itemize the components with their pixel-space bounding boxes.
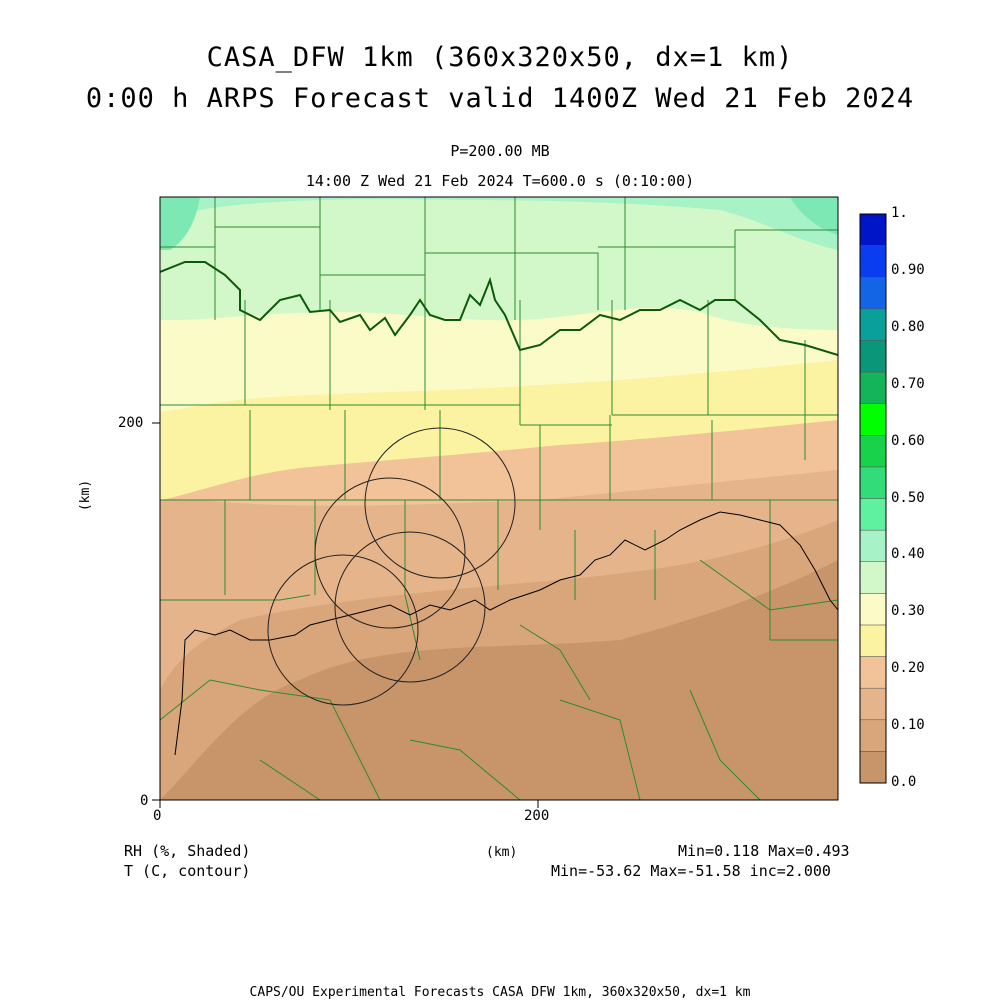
x-tick-label-0: 0	[153, 808, 162, 824]
radar-ring	[267, 554, 419, 706]
state-border-line	[160, 261, 838, 356]
colorbar-segment	[859, 593, 887, 626]
colorbar-segment	[859, 466, 887, 499]
colorbar-segment	[859, 498, 887, 531]
county-borders	[160, 197, 838, 800]
y-axis-unit: (km)	[78, 479, 94, 512]
colorbar-label: 0.30	[891, 603, 925, 620]
colorbar-segment	[859, 656, 887, 689]
contour-field-stats: Min=-53.62 Max=-51.58 inc=2.000	[551, 862, 831, 880]
radar-ring	[334, 531, 486, 683]
colorbar-segment	[859, 561, 887, 594]
colorbar-segment	[859, 751, 887, 784]
valid-time: 14:00 Z Wed 21 Feb 2024 T=600.0 s (0:10:…	[305, 172, 695, 190]
shaded-field-stats: Min=0.118 Max=0.493	[678, 842, 850, 860]
shaded-field-label: RH (%, Shaded)	[124, 842, 251, 860]
colorbar-label: 0.60	[891, 432, 925, 449]
radar-ring	[364, 427, 516, 579]
colorbar-label: 0.80	[891, 318, 925, 335]
title-line-2: 0:00 h ARPS Forecast valid 1400Z Wed 21 …	[85, 83, 915, 114]
colorbar-segment	[859, 245, 887, 278]
river-line	[174, 511, 838, 756]
radar-rings	[267, 427, 516, 706]
colorbar-segment	[859, 340, 887, 373]
colorbar	[859, 213, 887, 784]
contour-field-label: T (C, contour)	[124, 862, 251, 880]
map-frame	[159, 196, 839, 801]
colorbar-label: 0.40	[891, 546, 925, 563]
radar-ring	[314, 477, 466, 629]
colorbar-label: 0.20	[891, 660, 925, 677]
colorbar-segment	[859, 529, 887, 562]
rh-shading	[160, 197, 838, 800]
x-tick-label-200: 200	[524, 808, 550, 824]
colorbar-segment	[859, 687, 887, 721]
colorbar-segment	[859, 403, 887, 436]
colorbar-segment	[859, 371, 887, 404]
colorbar-segment	[859, 435, 887, 468]
colorbar-segment	[859, 213, 887, 246]
pressure-level: P=200.00 MB	[450, 142, 550, 160]
x-axis-unit: (km)	[486, 845, 518, 860]
colorbar-label: 0.0	[891, 774, 917, 790]
colorbar-segment	[859, 719, 887, 752]
colorbar-label: 0.50	[891, 489, 925, 506]
colorbar-segment	[859, 308, 887, 341]
y-tick-label-200: 200	[118, 415, 144, 431]
colorbar-label: 0.90	[891, 261, 925, 278]
y-tick-label-0: 0	[140, 793, 149, 809]
colorbar-label: 0.10	[891, 717, 925, 734]
title-line-1: CASA_DFW 1km (360x320x50, dx=1 km)	[206, 42, 794, 73]
colorbar-label: 0.70	[891, 375, 925, 392]
colorbar-segment	[859, 624, 887, 657]
footer-credit: CAPS/OU Experimental Forecasts CASA DFW …	[249, 985, 751, 1000]
colorbar-segment	[859, 276, 887, 310]
colorbar-label: 1.	[891, 205, 908, 221]
colorbar-frame	[859, 213, 887, 784]
